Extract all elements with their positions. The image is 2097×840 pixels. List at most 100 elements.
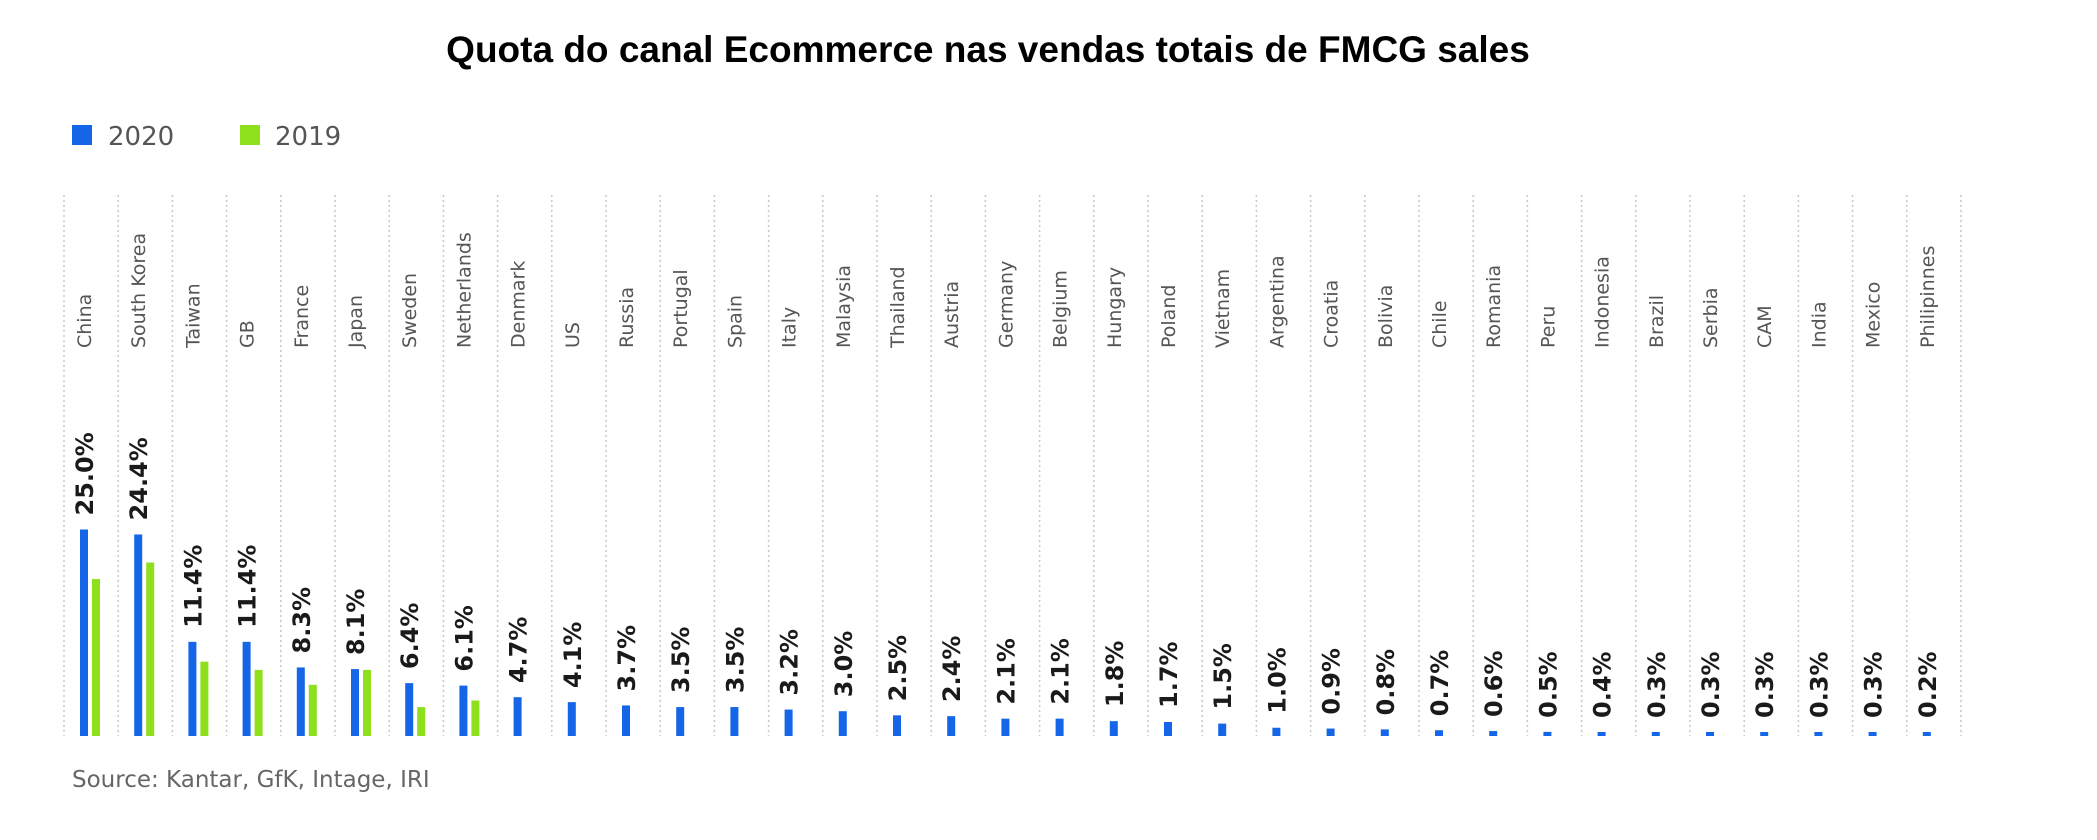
value-label-thailand: 2.5% bbox=[884, 635, 912, 702]
bar-2020-romania bbox=[1489, 731, 1498, 736]
category-label-peru: Peru bbox=[1537, 306, 1559, 348]
value-label-chile: 0.7% bbox=[1426, 650, 1454, 717]
category-label-netherlands: Netherlands bbox=[453, 232, 475, 348]
category-label-indonesia: Indonesia bbox=[1592, 256, 1614, 348]
bar-2020-hungary bbox=[1109, 721, 1118, 736]
value-label-malaysia: 3.0% bbox=[830, 631, 858, 698]
bars bbox=[80, 529, 1931, 736]
bar-2020-philipinnes bbox=[1922, 732, 1931, 736]
category-label-austria: Austria bbox=[941, 281, 963, 348]
bar-2020-denmark bbox=[513, 697, 522, 736]
bar-2020-japan bbox=[351, 669, 359, 736]
legend-label-2019: 2019 bbox=[275, 122, 341, 152]
bar-2020-france bbox=[296, 667, 305, 736]
category-label-philipinnes: Philipinnes bbox=[1917, 246, 1939, 348]
bar-2020-spain bbox=[730, 707, 739, 736]
bar-2020-russia bbox=[622, 705, 630, 736]
category-label-brazil: Brazil bbox=[1646, 295, 1668, 348]
grid-lines bbox=[63, 195, 1962, 736]
legend-swatch-2019 bbox=[240, 125, 260, 145]
chart-title: Quota do canal Ecommerce nas vendas tota… bbox=[446, 29, 1530, 70]
bar-2020-gb bbox=[242, 641, 251, 736]
category-label-malaysia: Malaysia bbox=[833, 265, 855, 348]
bar-2020-bolivia bbox=[1380, 729, 1389, 736]
value-label-bolivia: 0.8% bbox=[1372, 649, 1400, 716]
bar-2019-south-korea bbox=[146, 562, 155, 736]
value-label-vietnam: 1.5% bbox=[1209, 643, 1237, 710]
value-label-portugal: 3.5% bbox=[667, 627, 695, 694]
category-label-hungary: Hungary bbox=[1104, 267, 1126, 348]
bar-2020-portugal bbox=[676, 707, 685, 736]
category-label-india: India bbox=[1808, 301, 1830, 348]
legend: 2020 2019 bbox=[72, 122, 341, 152]
bar-2020-thailand bbox=[893, 715, 901, 736]
value-label-india: 0.3% bbox=[1805, 651, 1833, 718]
value-label-cam: 0.3% bbox=[1751, 651, 1779, 718]
bar-2020-poland bbox=[1164, 721, 1172, 736]
value-label-japan: 8.1% bbox=[342, 589, 370, 656]
bar-2020-cam bbox=[1760, 732, 1769, 736]
category-label-italy: Italy bbox=[779, 307, 801, 348]
category-label-serbia: Serbia bbox=[1700, 287, 1722, 348]
value-label-hungary: 1.8% bbox=[1101, 641, 1129, 708]
value-label-italy: 3.2% bbox=[776, 629, 804, 696]
value-label-germany: 2.1% bbox=[992, 638, 1020, 705]
category-label-denmark: Denmark bbox=[508, 261, 530, 348]
bar-2020-us bbox=[567, 702, 576, 736]
category-label-us: US bbox=[562, 322, 584, 348]
value-label-france: 8.3% bbox=[288, 587, 316, 654]
bar-2020-china bbox=[80, 529, 88, 736]
category-label-taiwan: Taiwan bbox=[182, 283, 204, 349]
value-label-croatia: 0.9% bbox=[1318, 648, 1346, 715]
category-label-thailand: Thailand bbox=[887, 266, 909, 349]
category-label-belgium: Belgium bbox=[1050, 270, 1072, 348]
category-label-romania: Romania bbox=[1483, 265, 1505, 348]
value-label-sweden: 6.4% bbox=[396, 603, 424, 670]
legend-label-2020: 2020 bbox=[108, 122, 174, 152]
bar-2020-serbia bbox=[1706, 732, 1714, 736]
bar-2020-italy bbox=[784, 709, 793, 736]
bar-2020-malaysia bbox=[838, 711, 847, 736]
category-label-vietnam: Vietnam bbox=[1212, 269, 1234, 348]
value-label-romania: 0.6% bbox=[1480, 650, 1508, 717]
category-label-portugal: Portugal bbox=[670, 269, 692, 348]
value-label-gb: 11.4% bbox=[234, 545, 262, 628]
bar-2020-mexico bbox=[1868, 732, 1877, 736]
bar-2020-peru bbox=[1543, 731, 1552, 736]
value-label-netherlands: 6.1% bbox=[450, 605, 478, 672]
bar-2020-south-korea bbox=[134, 534, 143, 736]
bar-2020-belgium bbox=[1055, 718, 1064, 736]
bar-2019-france bbox=[308, 684, 317, 736]
value-label-spain: 3.5% bbox=[721, 627, 749, 694]
bar-2020-croatia bbox=[1326, 728, 1335, 736]
value-label-serbia: 0.3% bbox=[1697, 651, 1725, 718]
bar-2020-chile bbox=[1435, 730, 1443, 736]
bar-2019-gb bbox=[254, 669, 263, 736]
category-label-poland: Poland bbox=[1158, 285, 1180, 348]
category-label-russia: Russia bbox=[616, 287, 638, 348]
value-label-poland: 1.7% bbox=[1155, 641, 1183, 708]
category-label-cam: CAM bbox=[1754, 305, 1776, 348]
value-label-brazil: 0.3% bbox=[1643, 651, 1671, 718]
category-label-argentina: Argentina bbox=[1266, 255, 1288, 348]
category-label-bolivia: Bolivia bbox=[1375, 285, 1397, 348]
category-label-china: China bbox=[74, 294, 96, 348]
value-label-us: 4.1% bbox=[559, 622, 587, 689]
category-label-sweden: Sweden bbox=[399, 273, 421, 348]
bar-2020-indonesia bbox=[1597, 732, 1606, 736]
category-label-mexico: Mexico bbox=[1863, 282, 1885, 348]
value-label-peru: 0.5% bbox=[1534, 651, 1562, 718]
value-label-mexico: 0.3% bbox=[1860, 651, 1888, 718]
bar-2019-china bbox=[92, 579, 100, 736]
value-label-argentina: 1.0% bbox=[1263, 647, 1291, 714]
bar-2020-germany bbox=[1001, 718, 1010, 736]
bar-2019-taiwan bbox=[200, 661, 209, 736]
category-labels: China South Korea Taiwan GB France Japan Swede… bbox=[74, 232, 1939, 349]
value-label-belgium: 2.1% bbox=[1047, 638, 1075, 705]
category-label-france: France bbox=[291, 285, 313, 348]
bar-2020-argentina bbox=[1272, 727, 1281, 736]
legend-swatch-2020 bbox=[72, 125, 92, 145]
value-label-indonesia: 0.4% bbox=[1589, 651, 1617, 718]
bar-2019-sweden bbox=[417, 707, 426, 736]
